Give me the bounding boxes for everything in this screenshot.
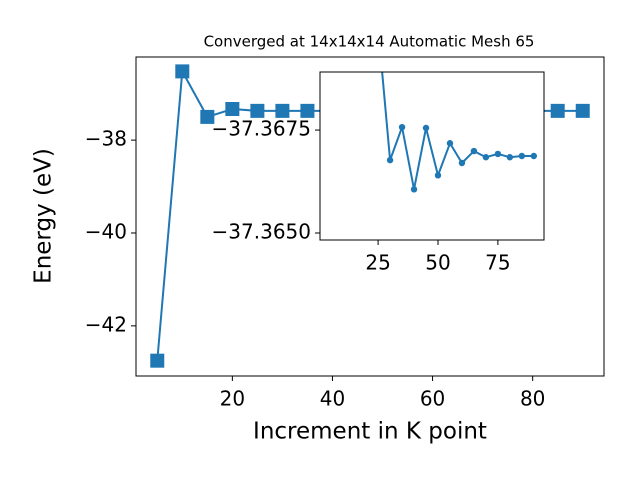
plot [375, 24, 538, 193]
marker [506, 154, 514, 161]
y-tick-label: −40 [85, 219, 127, 243]
marker [150, 353, 165, 368]
marker [410, 186, 418, 193]
x-tick-label: 50 [425, 251, 450, 275]
marker [575, 103, 590, 118]
marker [175, 64, 190, 79]
marker [470, 147, 478, 155]
marker [250, 103, 265, 118]
y-tick-label: −37.3675 [212, 117, 311, 141]
y-tick-label: −42 [85, 312, 127, 336]
marker [482, 154, 490, 161]
marker [434, 172, 442, 179]
marker [422, 124, 430, 132]
marker [300, 103, 315, 118]
marker [530, 152, 538, 160]
y-tick-label: −38 [85, 127, 127, 151]
x-tick-label: 40 [320, 387, 345, 411]
axes-frame [319, 71, 545, 241]
axes-frame [135, 56, 605, 377]
chart-title: Converged at 14x14x14 Automatic Mesh 65 [204, 33, 535, 51]
marker [386, 156, 394, 164]
marker [398, 123, 406, 131]
y-tick-label: −37.3650 [212, 220, 311, 244]
marker [550, 103, 565, 118]
x-tick-label: 25 [365, 251, 390, 275]
x-tick-label: 75 [485, 251, 510, 275]
x-tick-label: 80 [520, 387, 545, 411]
marker [446, 140, 454, 147]
x-tick-label: 60 [420, 387, 445, 411]
x-tick-label: 20 [220, 387, 245, 411]
marker [494, 150, 502, 158]
axes: 25 50 75 −37.3675 −37.3650 [212, 24, 545, 275]
marker [518, 152, 526, 160]
marker [375, 24, 381, 30]
marker [225, 102, 240, 117]
marker [458, 159, 466, 167]
marker [275, 103, 290, 118]
marker [200, 109, 215, 124]
x-axis-label: Increment in K point [253, 419, 487, 445]
y-axis-label: Energy (eV) [31, 148, 57, 284]
